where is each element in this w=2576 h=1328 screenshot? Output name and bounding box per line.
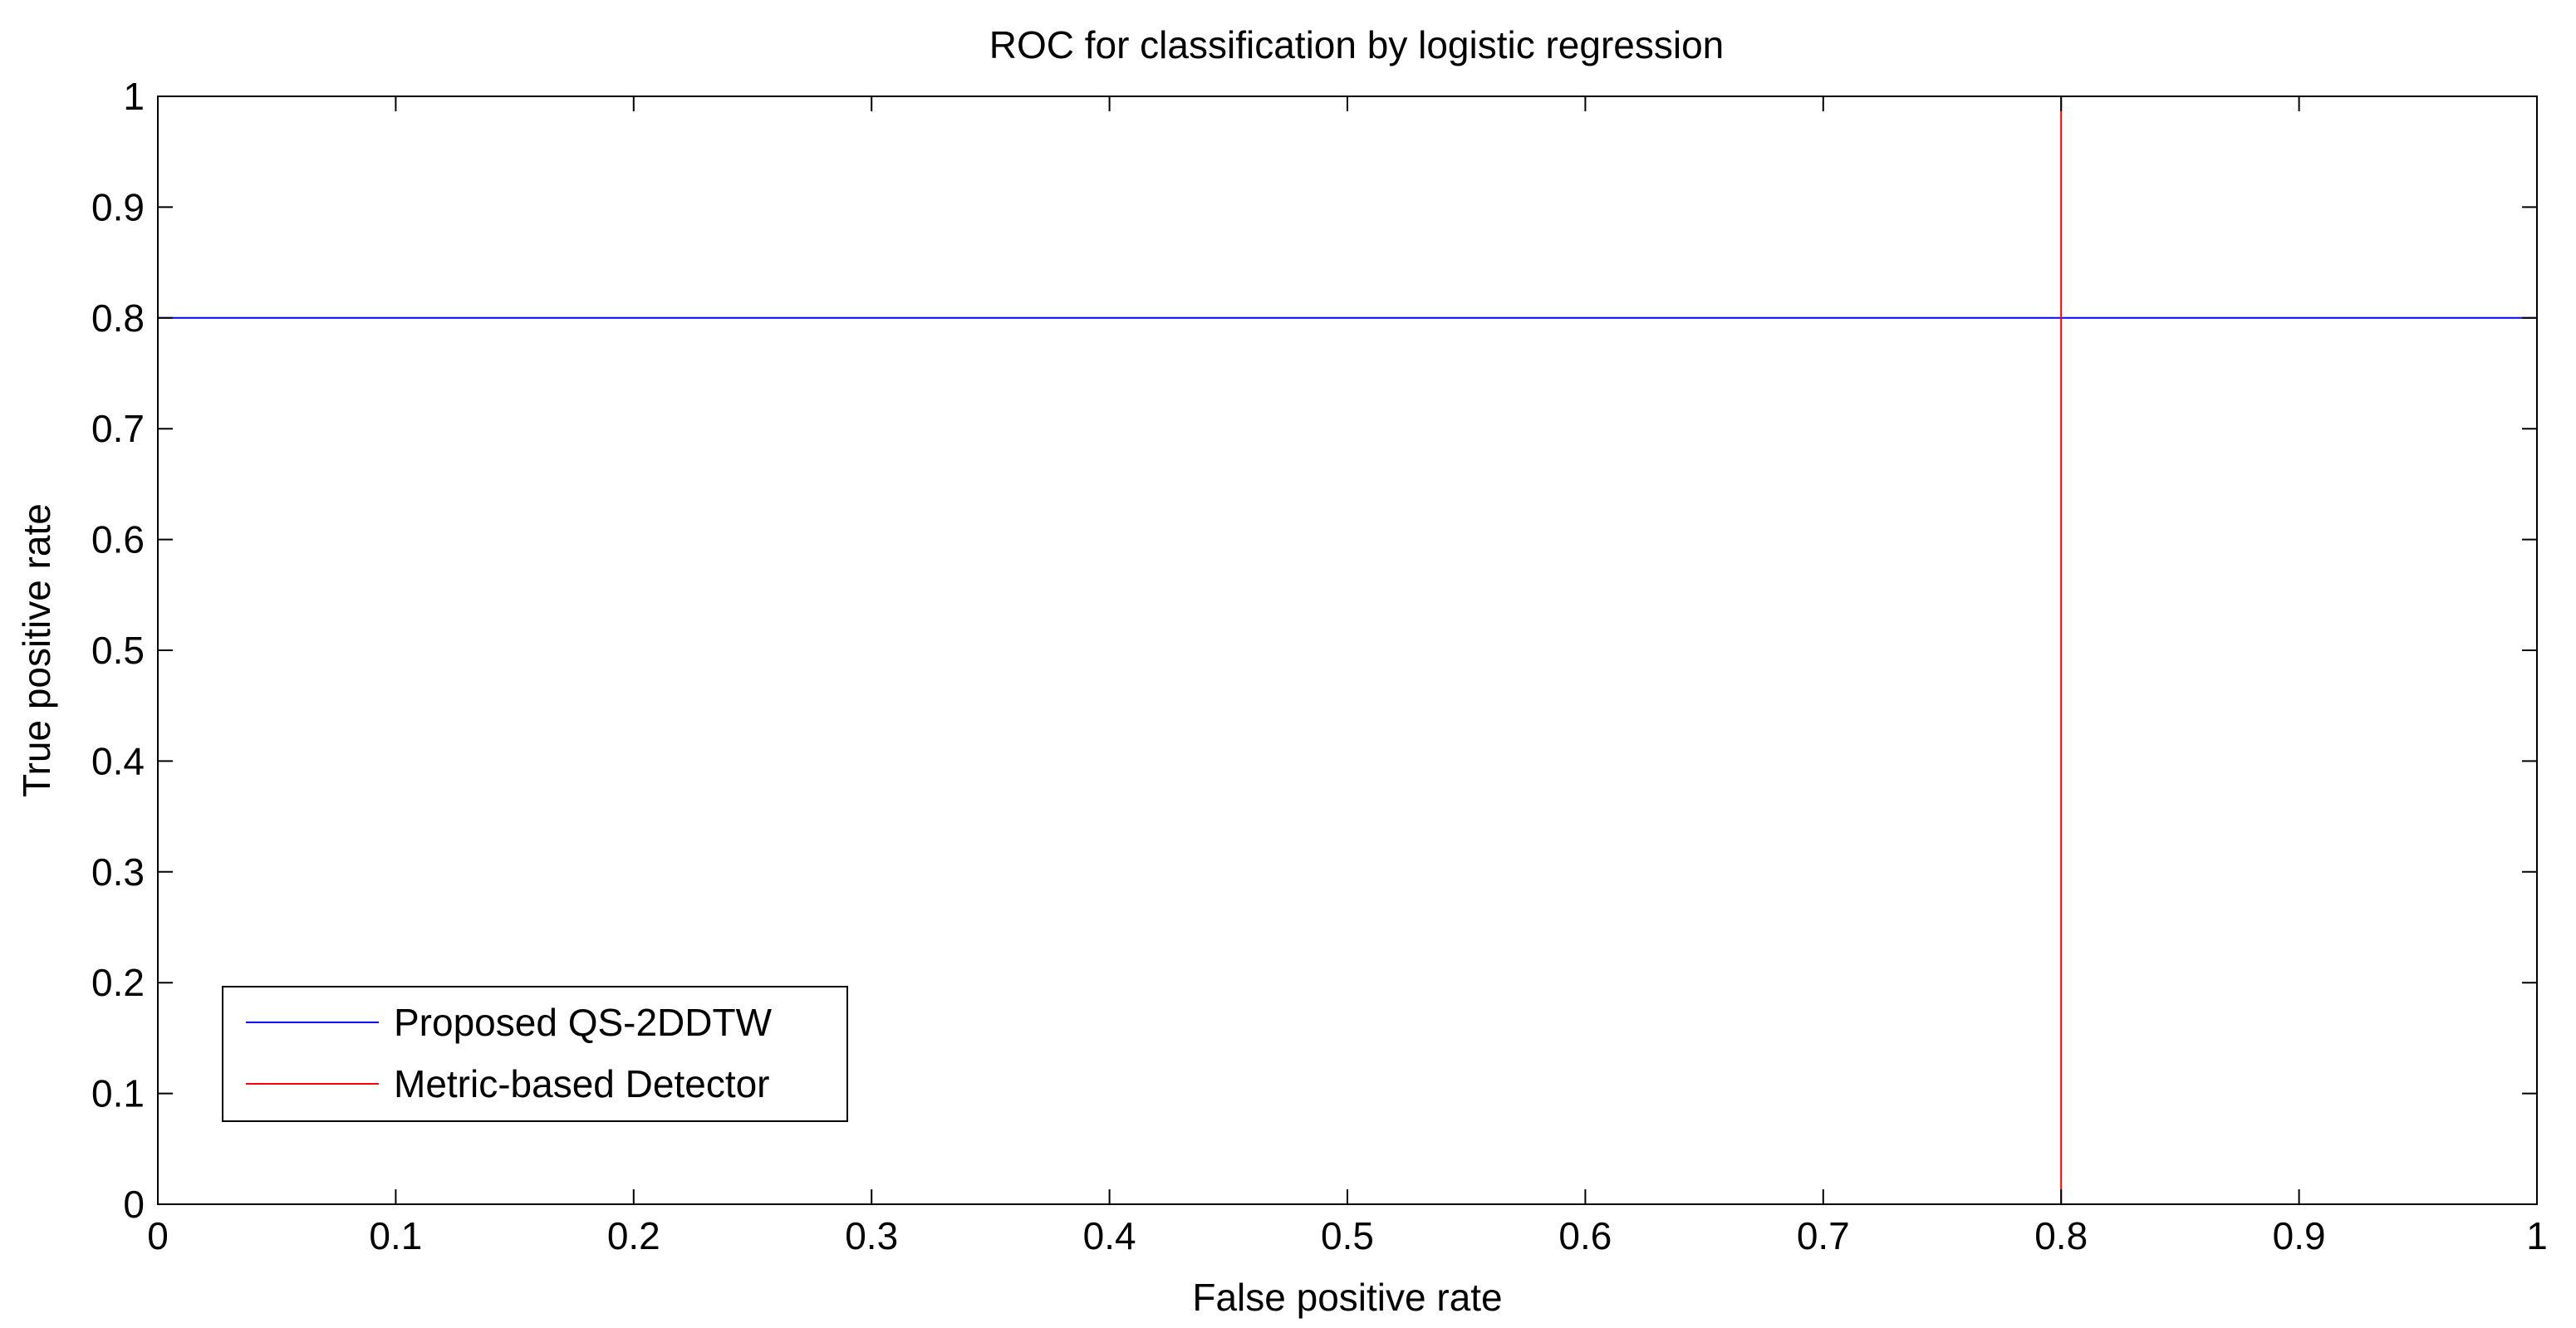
y-tick-label: 0.8 — [91, 296, 145, 340]
y-axis-ticks: 0 0.1 0.2 0.3 0.4 0.5 0.6 0.7 0.8 0.9 1 — [91, 75, 2537, 1226]
x-tick-label: 0.1 — [369, 1214, 422, 1257]
chart-title: ROC for classification by logistic regre… — [989, 23, 1725, 66]
y-tick-label: 0.4 — [91, 739, 145, 782]
y-tick-label: 0.6 — [91, 518, 145, 561]
x-tick-label: 0.4 — [1083, 1214, 1136, 1257]
legend-box — [222, 986, 848, 1122]
x-axis-label: False positive rate — [1192, 1276, 1502, 1319]
x-tick-label: 0.8 — [2034, 1214, 2088, 1257]
x-tick-label: 0.6 — [1558, 1214, 1612, 1257]
legend-label-metric-based-detector: Metric-based Detector — [394, 1062, 770, 1105]
y-tick-label: 0.7 — [91, 407, 145, 450]
legend: Proposed QS-2DDTW Metric-based Detector — [222, 986, 848, 1122]
y-tick-label: 0.2 — [91, 961, 145, 1004]
y-tick-label: 0.9 — [91, 185, 145, 228]
y-tick-label: 1 — [123, 75, 145, 118]
y-tick-label: 0 — [123, 1183, 145, 1226]
x-tick-label: 0.7 — [1797, 1214, 1850, 1257]
x-tick-label: 0.9 — [2273, 1214, 2326, 1257]
y-axis-label: True positive rate — [15, 503, 58, 797]
y-tick-label: 0.1 — [91, 1072, 145, 1115]
x-tick-label: 0.3 — [845, 1214, 898, 1257]
y-tick-label: 0.5 — [91, 629, 145, 672]
x-tick-label: 1 — [2526, 1214, 2548, 1257]
x-axis-ticks: 0 0.1 0.2 0.3 0.4 0.5 0.6 0.7 0.8 0.9 1 — [147, 96, 2548, 1257]
x-tick-label: 0.5 — [1321, 1214, 1374, 1257]
x-tick-label: 0.2 — [607, 1214, 660, 1257]
y-tick-label: 0.3 — [91, 850, 145, 894]
x-tick-label: 0 — [147, 1214, 169, 1257]
legend-label-proposed-qs-2ddtw: Proposed QS-2DDTW — [394, 1001, 773, 1044]
